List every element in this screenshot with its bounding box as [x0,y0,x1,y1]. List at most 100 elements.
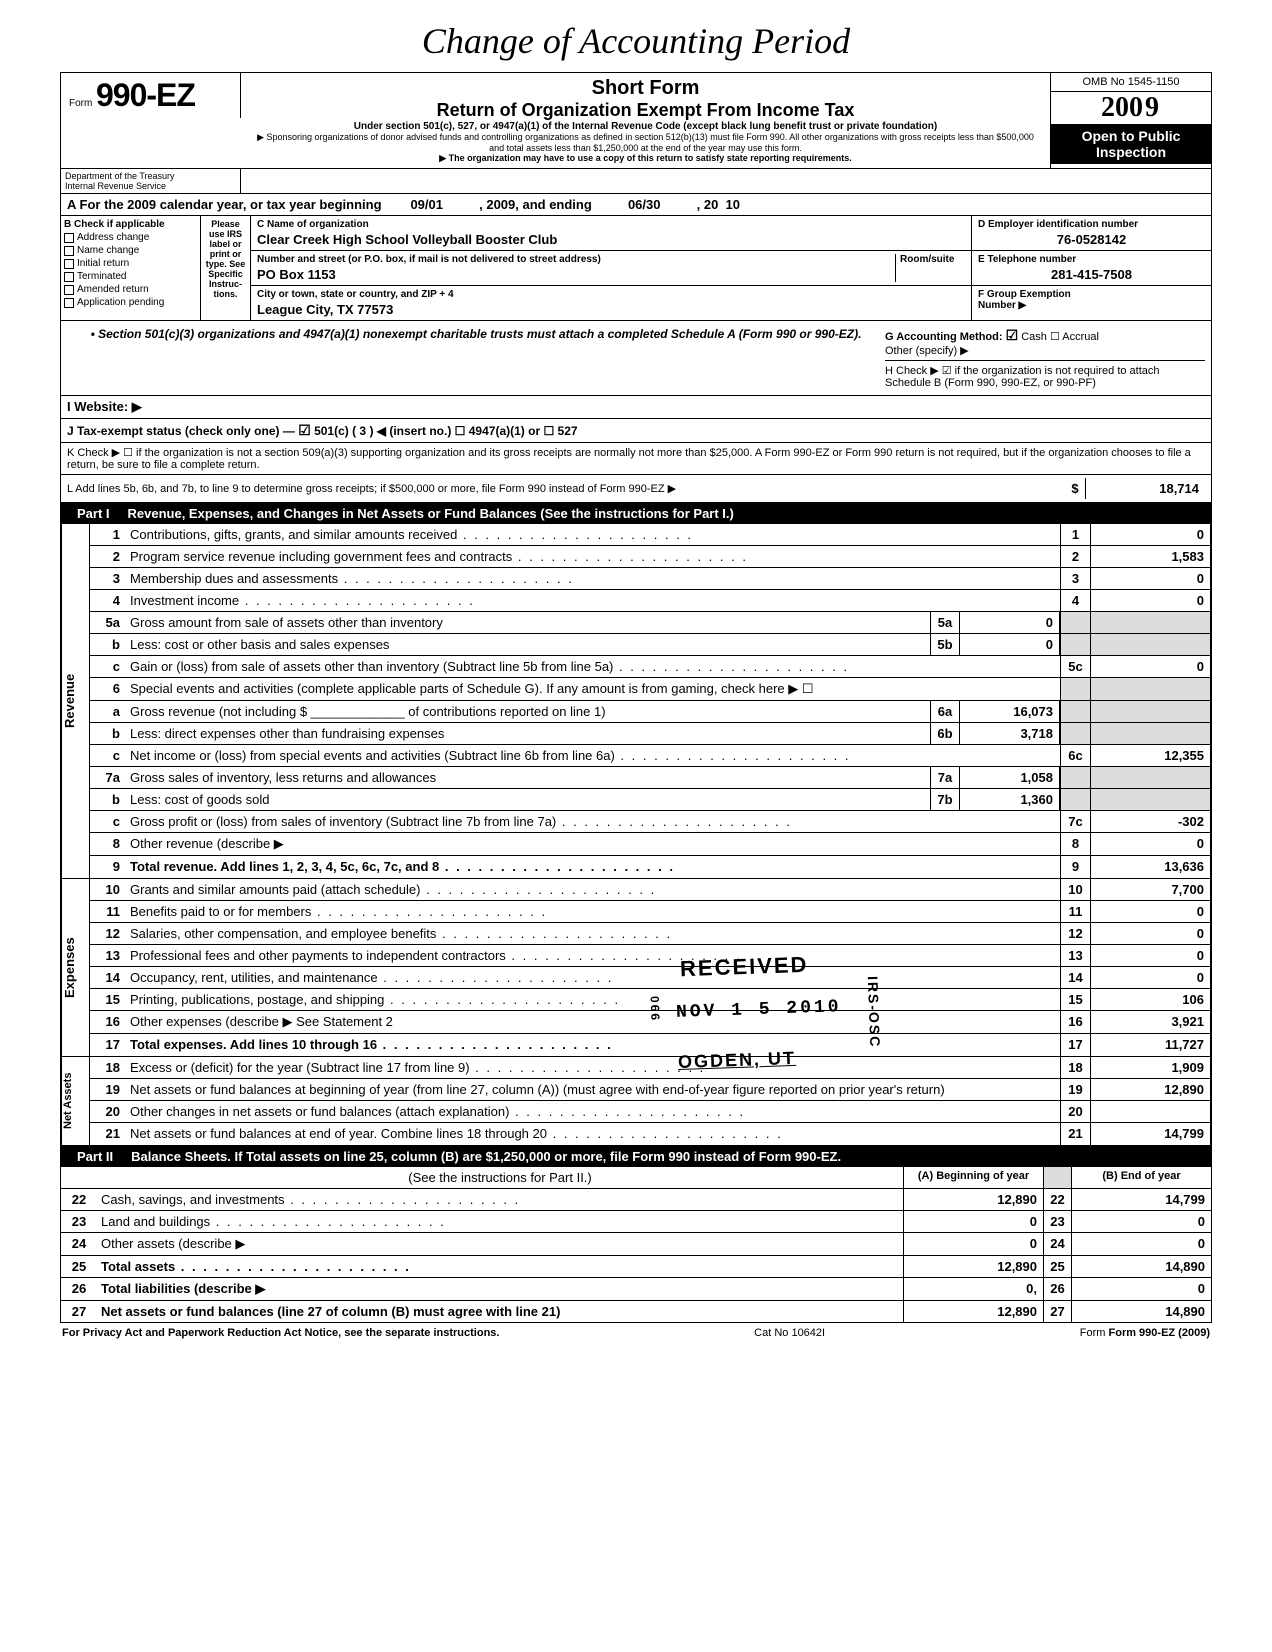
irs-label: Internal Revenue Service [65,181,236,191]
l5c-desc: Gain or (loss) from sale of assets other… [126,656,1060,677]
h-text: H Check ▶ ☑ if the organization is not r… [885,360,1205,389]
bs26-d: Total liabilities (describe ▶ [97,1278,903,1300]
main-title: Return of Organization Exempt From Incom… [249,100,1042,121]
l2-on: 2 [1060,546,1090,567]
l6a-desc: Gross revenue (not including $ _________… [126,701,930,722]
l9-desc: Total revenue. Add lines 1, 2, 3, 4, 5c,… [126,856,1060,878]
l4-on: 4 [1060,590,1090,611]
l1-ov: 0 [1090,524,1210,545]
bs26-a: 0, [903,1278,1043,1300]
l18-desc: Excess or (deficit) for the year (Subtra… [126,1057,1060,1078]
l16-num: 16 [90,1011,126,1033]
l3-num: 3 [90,568,126,589]
l7c-num: c [90,811,126,832]
l5b-desc: Less: cost or other basis and sales expe… [126,634,930,655]
bs22-d: Cash, savings, and investments [97,1189,903,1210]
l5b-in: 5b [930,634,960,655]
line-a-text: A For the 2009 calendar year, or tax yea… [67,197,382,212]
form-prefix: Form [69,98,92,109]
l11-on: 11 [1060,901,1090,922]
l7c-desc: Gross profit or (loss) from sales of inv… [126,811,1060,832]
c-name-label: C Name of organization [257,219,965,230]
sidebar-netassets: Net Assets [61,1057,89,1145]
l9-on: 9 [1060,856,1090,878]
cb-terminated: Terminated [77,271,126,282]
org-address: PO Box 1153 [257,267,895,282]
l5b-num: b [90,634,126,655]
l6c-ov: 12,355 [1090,745,1210,766]
l20-num: 20 [90,1101,126,1122]
l1-on: 1 [1060,524,1090,545]
year-prefix: 20 [1101,92,1129,123]
l5c-on: 5c [1060,656,1090,677]
l6c-desc: Net income or (loss) from special events… [126,745,1060,766]
bs25-n: 25 [61,1256,97,1277]
section-j: J Tax-exempt status (check only one) — ☑… [67,422,578,439]
l10-num: 10 [90,879,126,900]
bs23-m: 23 [1043,1211,1071,1232]
l2-ov: 1,583 [1090,546,1210,567]
l19-ov: 12,890 [1090,1079,1210,1100]
l10-desc: Grants and similar amounts paid (attach … [126,879,1060,900]
bs27-b: 14,890 [1071,1301,1211,1322]
bs27-n: 27 [61,1301,97,1322]
section-l-text: L Add lines 5b, 6b, and 7b, to line 9 to… [67,482,1065,495]
l12-on: 12 [1060,923,1090,944]
l17-ov: 11,727 [1090,1034,1210,1056]
l11-ov: 0 [1090,901,1210,922]
l3-ov: 0 [1090,568,1210,589]
line-a-begin: 09/01 [410,197,443,212]
l13-ov: 0 [1090,945,1210,966]
bs23-a: 0 [903,1211,1043,1232]
l20-on: 20 [1060,1101,1090,1122]
bs25-a: 12,890 [903,1256,1043,1277]
l19-num: 19 [90,1079,126,1100]
handwritten-header: Change of Accounting Period [60,20,1212,62]
l15-ov: 106 [1090,989,1210,1010]
bs27-a: 12,890 [903,1301,1043,1322]
bs23-n: 23 [61,1211,97,1232]
f-sub: Number ▶ [978,300,1205,311]
dept-treasury: Department of the Treasury [65,171,236,181]
bs24-b: 0 [1071,1233,1211,1255]
c-addr-label: Number and street (or P.O. box, if mail … [257,254,895,265]
l14-on: 14 [1060,967,1090,988]
bs26-m: 26 [1043,1278,1071,1300]
cb-pending: Application pending [77,297,164,308]
sponsor-note: ▶ Sponsoring organizations of donor advi… [249,132,1042,153]
form-number: 990-EZ [96,77,195,113]
sidebar-revenue: Revenue [61,524,89,878]
l19-desc: Net assets or fund balances at beginning… [126,1079,1060,1100]
g-label: G Accounting Method: [885,331,1003,343]
l13-on: 13 [1060,945,1090,966]
l15-num: 15 [90,989,126,1010]
l5a-num: 5a [90,612,126,633]
l17-on: 17 [1060,1034,1090,1056]
l18-on: 18 [1060,1057,1090,1078]
bs22-n: 22 [61,1189,97,1210]
l7b-iv: 1,360 [960,789,1060,810]
l2-num: 2 [90,546,126,567]
l13-desc: Professional fees and other payments to … [126,945,1060,966]
g-cash: Cash [1021,331,1047,343]
bs24-a: 0 [903,1233,1043,1255]
d-label: D Employer identification number [978,219,1205,230]
open-to-public: Open to Public Inspection [1051,124,1211,164]
l6b-desc: Less: direct expenses other than fundrai… [126,723,930,744]
l4-num: 4 [90,590,126,611]
bs26-b: 0 [1071,1278,1211,1300]
l18-num: 18 [90,1057,126,1078]
g-other: Other (specify) ▶ [885,344,1205,357]
l5c-num: c [90,656,126,677]
l11-desc: Benefits paid to or for members [126,901,1060,922]
l5a-desc: Gross amount from sale of assets other t… [126,612,930,633]
sidebar-expenses: Expenses [61,879,89,1056]
l8-num: 8 [90,833,126,855]
section-k: K Check ▶ ☐ if the organization is not a… [67,446,1205,471]
l14-ov: 0 [1090,967,1210,988]
l17-desc: Total expenses. Add lines 10 through 16 [126,1034,1060,1056]
l7b-in: 7b [930,789,960,810]
bs27-m: 27 [1043,1301,1071,1322]
bs24-d: Other assets (describe ▶ [97,1233,903,1255]
l21-on: 21 [1060,1123,1090,1145]
